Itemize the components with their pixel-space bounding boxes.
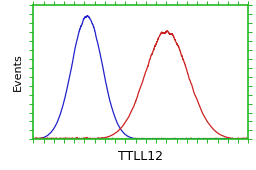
X-axis label: TTLL12: TTLL12 — [118, 150, 163, 163]
Y-axis label: Events: Events — [13, 53, 23, 91]
